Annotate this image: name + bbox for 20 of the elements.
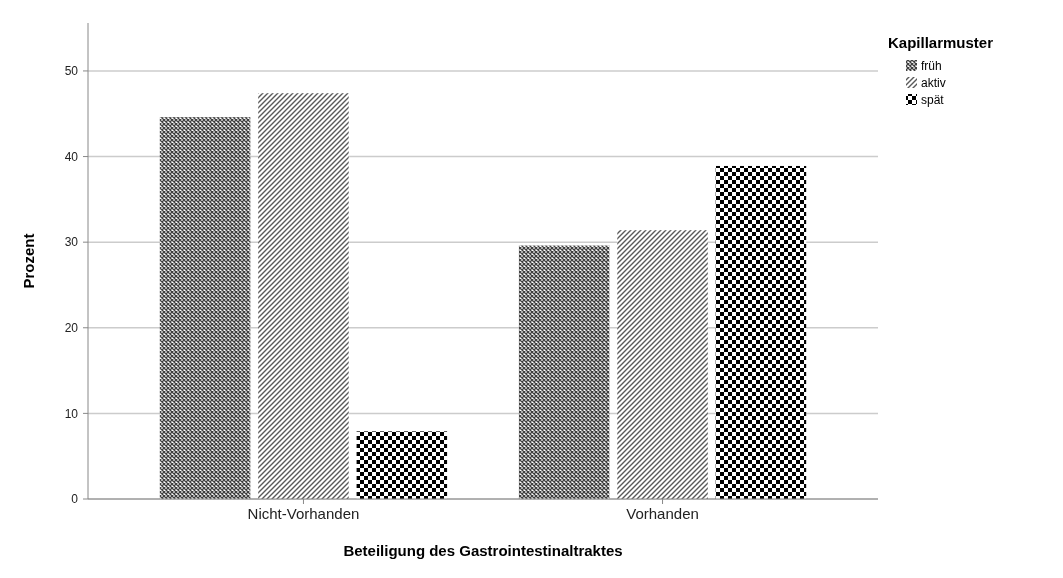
y-tick-label: 10 — [64, 406, 79, 421]
y-axis-title: Prozent — [20, 233, 37, 289]
legend-label: früh — [921, 59, 942, 73]
bar — [518, 245, 610, 499]
legend-label: aktiv — [921, 76, 946, 90]
y-tick-label: 40 — [64, 149, 79, 164]
bar — [356, 431, 448, 499]
bar — [258, 93, 349, 499]
bar — [715, 165, 807, 499]
legend-title: Kapillarmuster — [888, 34, 994, 51]
x-axis-title: Beteiligung des Gastrointestinaltraktes — [343, 542, 623, 559]
legend-label: spät — [921, 93, 945, 107]
x-tick-label: Nicht-Vorhanden — [247, 505, 360, 522]
y-tick-label: 50 — [64, 64, 79, 79]
bar — [617, 230, 708, 499]
y-tick-label: 0 — [71, 492, 79, 507]
bar — [159, 117, 251, 499]
x-tick-label: Vorhanden — [626, 505, 699, 522]
y-tick-label: 30 — [64, 235, 79, 250]
y-tick-label: 20 — [64, 320, 79, 335]
